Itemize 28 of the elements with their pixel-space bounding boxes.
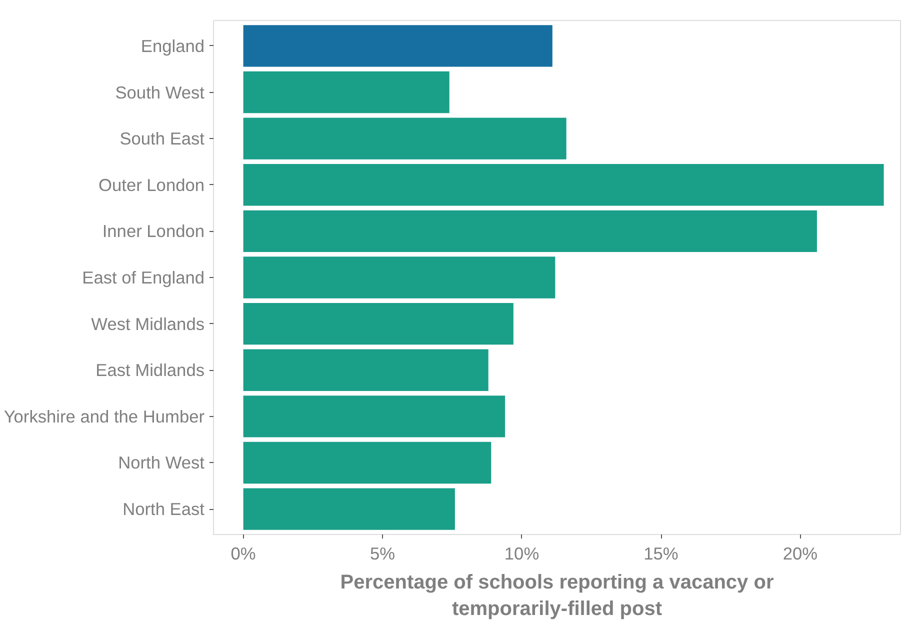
- bar: [243, 442, 492, 484]
- y-tick-label: North West: [118, 452, 205, 473]
- y-tick-label: East of England: [82, 268, 205, 288]
- bar: [243, 164, 884, 206]
- x-tick-label: 20%: [782, 544, 818, 564]
- bar: [243, 396, 506, 438]
- bar: [243, 349, 488, 391]
- y-tick-label: Outer London: [98, 174, 205, 195]
- x-axis-title: Percentage of schools reporting a vacancy or temporarily-filled post: [340, 572, 774, 620]
- y-tick-label: South West: [115, 82, 205, 102]
- x-tick-label: 0%: [230, 544, 256, 564]
- y-tick-label: South East: [120, 128, 205, 149]
- y-tick-label: North East: [122, 499, 205, 520]
- bar: [243, 71, 450, 114]
- bar: [243, 118, 566, 160]
- x-tick-label: 5%: [370, 544, 396, 564]
- y-tick-label: Inner London: [102, 221, 205, 242]
- y-tick-label: England: [140, 36, 204, 56]
- y-tick-label: East Midlands: [96, 360, 205, 380]
- bar: [243, 25, 552, 67]
- x-tick-label: 10%: [504, 544, 540, 564]
- y-tick-label: West Midlands: [91, 314, 205, 334]
- bar: [243, 488, 455, 530]
- bar: [243, 210, 817, 252]
- bar: [243, 256, 556, 298]
- x-tick-label: 15%: [644, 544, 678, 564]
- bar: [243, 302, 514, 345]
- y-tick-label: Yorkshire and the Humber: [4, 406, 205, 426]
